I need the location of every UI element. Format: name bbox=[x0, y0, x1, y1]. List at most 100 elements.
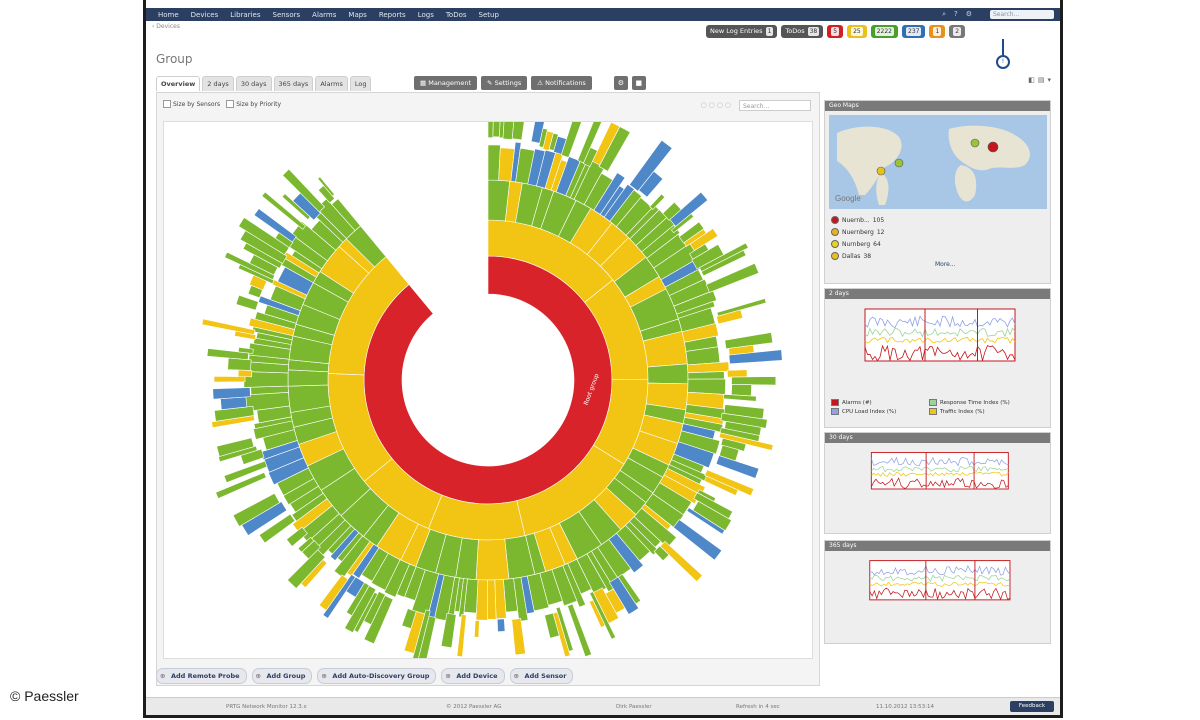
tab-overview[interactable]: Overview bbox=[156, 76, 201, 91]
size-by-sensors-checkbox[interactable]: Size by Sensors bbox=[163, 100, 220, 108]
nav-devices[interactable]: Devices bbox=[190, 10, 219, 19]
sunburst-channel-segment[interactable] bbox=[700, 249, 747, 277]
sunburst-channel-segment[interactable] bbox=[216, 437, 255, 457]
sunburst-sensor-segment[interactable] bbox=[676, 301, 716, 319]
notifications-button[interactable]: ⚠ Notifications bbox=[531, 76, 592, 90]
sunburst-sensor-segment[interactable] bbox=[267, 457, 309, 486]
sunburst-channel-segment[interactable] bbox=[598, 126, 631, 172]
sunburst-channel-segment[interactable] bbox=[213, 405, 255, 422]
graph-2-days[interactable] bbox=[835, 303, 1041, 395]
sunburst-channel-segment[interactable] bbox=[724, 332, 774, 350]
down-sensors-badge[interactable]: 5 bbox=[827, 25, 844, 38]
more-link[interactable]: More... bbox=[935, 261, 956, 268]
sunburst-channel-segment[interactable] bbox=[720, 437, 747, 452]
sunburst-channel-segment[interactable] bbox=[317, 176, 335, 197]
map-marker[interactable] bbox=[894, 158, 904, 168]
sunburst-device-segment[interactable] bbox=[647, 363, 689, 385]
sunburst-sensor-segment[interactable] bbox=[510, 141, 522, 183]
nav-setup[interactable]: Setup bbox=[478, 10, 499, 19]
sunburst-channel-segment[interactable] bbox=[297, 536, 315, 553]
paused-sensors-badge[interactable]: 237 bbox=[902, 25, 926, 38]
sunburst-channel-segment[interactable] bbox=[215, 472, 267, 499]
sunburst-channel-segment[interactable] bbox=[672, 519, 723, 561]
nav-logs[interactable]: Logs bbox=[417, 10, 434, 19]
sunburst-channel-segment[interactable] bbox=[286, 526, 308, 547]
tab-log[interactable]: Log bbox=[349, 76, 372, 91]
view-mode-icons[interactable]: ◧▤▾ bbox=[1028, 76, 1054, 84]
sunburst-sensor-segment[interactable] bbox=[282, 477, 319, 506]
sunburst-channel-segment[interactable] bbox=[727, 369, 748, 378]
sunburst-channel-segment[interactable] bbox=[253, 208, 297, 243]
sunburst-channel-segment[interactable] bbox=[258, 513, 296, 544]
footer-user[interactable]: Dirk Paessler bbox=[616, 704, 652, 710]
sunburst-channel-segment[interactable] bbox=[723, 393, 757, 402]
sunburst-channel-segment[interactable] bbox=[474, 620, 480, 638]
sunburst-channel-segment[interactable] bbox=[217, 445, 258, 463]
tab-365-days[interactable]: 365 days bbox=[273, 76, 314, 91]
nav-todos[interactable]: ToDos bbox=[445, 10, 467, 19]
sunburst-channel-segment[interactable] bbox=[588, 599, 606, 628]
nav-maps[interactable]: Maps bbox=[348, 10, 367, 19]
add-auto-discovery-group-button[interactable]: Add Auto-Discovery Group bbox=[317, 668, 437, 684]
sunburst-channel-segment[interactable] bbox=[718, 432, 774, 451]
tab-30-days[interactable]: 30 days bbox=[235, 76, 272, 91]
sunburst-channel-segment[interactable] bbox=[213, 375, 246, 383]
sunburst-sensor-segment[interactable] bbox=[562, 563, 586, 608]
tab-alarms[interactable]: Alarms bbox=[315, 76, 348, 91]
sunburst-channel-segment[interactable] bbox=[689, 228, 719, 252]
sunburst-sensor-segment[interactable] bbox=[253, 416, 293, 429]
sunburst-sensor-segment[interactable] bbox=[673, 441, 715, 469]
sunburst-root-segment[interactable] bbox=[363, 255, 613, 505]
sunburst-channel-segment[interactable] bbox=[629, 139, 673, 192]
sunburst-channel-segment[interactable] bbox=[703, 475, 739, 496]
location-row[interactable]: Nuernberg 12 bbox=[831, 226, 884, 238]
sunburst-channel-segment[interactable] bbox=[731, 376, 777, 386]
sunburst-channel-segment[interactable] bbox=[261, 191, 307, 230]
todos-button[interactable]: ToDos 38 bbox=[781, 25, 824, 38]
sunburst-sensor-segment[interactable] bbox=[487, 144, 501, 181]
sunburst-channel-segment[interactable] bbox=[649, 193, 666, 210]
sunburst-channel-segment[interactable] bbox=[211, 415, 255, 428]
sunburst-channel-segment[interactable] bbox=[224, 251, 276, 281]
location-row[interactable]: Nuernb... 105 bbox=[831, 214, 884, 226]
graph-30-days[interactable] bbox=[835, 447, 1041, 531]
sunburst-device-segment[interactable] bbox=[287, 369, 329, 387]
sunburst-channel-segment[interactable] bbox=[609, 576, 640, 615]
sunburst-sensor-segment[interactable] bbox=[331, 198, 361, 232]
panel-search-input[interactable]: Search... bbox=[739, 100, 811, 111]
sunburst-channel-segment[interactable] bbox=[678, 221, 705, 244]
add-remote-probe-button[interactable]: Add Remote Probe bbox=[156, 668, 247, 684]
sunburst-channel-segment[interactable] bbox=[403, 610, 426, 654]
sunburst-sensor-segment[interactable] bbox=[253, 420, 295, 440]
map-marker-dallas[interactable] bbox=[876, 166, 886, 176]
sunburst-channel-segment[interactable] bbox=[232, 492, 281, 527]
nav-libraries[interactable]: Libraries bbox=[230, 10, 261, 19]
nav-sensors[interactable]: Sensors bbox=[272, 10, 301, 19]
sunburst-channel-segment[interactable] bbox=[686, 507, 726, 535]
sunburst-channel-segment[interactable] bbox=[206, 348, 249, 360]
add-device-button[interactable]: Add Device bbox=[441, 668, 505, 684]
sunburst-sensor-segment[interactable] bbox=[551, 565, 578, 607]
map-marker-nuernberg[interactable] bbox=[987, 141, 999, 153]
sunburst-channel-segment[interactable] bbox=[237, 369, 253, 378]
sunburst-sensor-segment[interactable] bbox=[254, 311, 297, 330]
sunburst-sensor-segment[interactable] bbox=[641, 224, 681, 259]
location-row[interactable]: Dallas 38 bbox=[831, 250, 884, 262]
sunburst-paused-segment[interactable] bbox=[329, 177, 371, 226]
zoom-controls[interactable]: ○○○○ bbox=[700, 101, 733, 109]
sunburst-channel-segment[interactable] bbox=[653, 545, 670, 562]
sunburst-sensor-segment[interactable] bbox=[383, 559, 410, 598]
sunburst-channel-segment[interactable] bbox=[692, 500, 732, 532]
footer-refresh[interactable]: Refresh in 4 sec bbox=[736, 704, 780, 710]
sunburst-channel-segment[interactable] bbox=[638, 170, 664, 198]
sunburst-channel-segment[interactable] bbox=[548, 132, 559, 151]
sunburst-channel-segment[interactable] bbox=[511, 93, 529, 141]
tab-2-days[interactable]: 2 days bbox=[202, 76, 234, 91]
feedback-button[interactable]: Feedback bbox=[1010, 701, 1054, 712]
sunburst-channel-segment[interactable] bbox=[344, 585, 377, 634]
sunburst-channel-segment[interactable] bbox=[456, 614, 467, 658]
graph-365-days[interactable] bbox=[835, 555, 1041, 641]
sunburst-sensor-segment[interactable] bbox=[370, 552, 401, 591]
sunburst-sensor-segment[interactable] bbox=[475, 579, 488, 621]
sunburst-channel-segment[interactable] bbox=[496, 618, 506, 632]
